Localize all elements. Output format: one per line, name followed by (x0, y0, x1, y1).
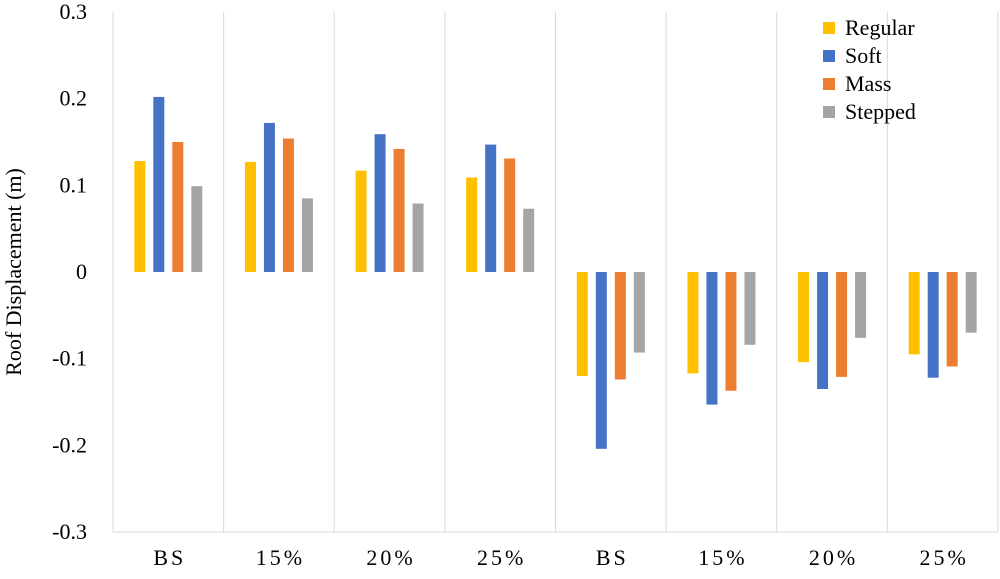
legend-label-soft: Soft (845, 43, 882, 68)
bar-stepped (301, 198, 313, 272)
x-tick-label: 20% (809, 545, 858, 570)
bar-mass (725, 272, 737, 391)
bar-regular (908, 272, 920, 355)
bar-soft (485, 144, 497, 272)
y-tick-labels: 0.3 0.2 0.1 0 -0.1 -0.2 -0.3 (52, 0, 87, 544)
y-tick-label: 0.2 (60, 86, 88, 111)
x-tick-label: 15% (256, 545, 305, 570)
x-tick-label: 25% (477, 545, 526, 570)
bar-regular (134, 161, 146, 272)
y-axis-title: Roof Displacement (m) (1, 168, 26, 376)
bar-soft (595, 272, 607, 449)
bar-stepped (965, 272, 977, 333)
bar-soft (374, 134, 386, 272)
x-tick-labels: BS 15% 20% 25% BS 15% 20% 25% (153, 545, 969, 570)
bar-mass (946, 272, 958, 367)
bar-mass (836, 272, 848, 377)
legend-swatch-regular (823, 22, 835, 34)
y-tick-label: -0.2 (52, 432, 87, 457)
bar-stepped (855, 272, 867, 338)
bar-stepped (412, 203, 424, 272)
bar-mass (393, 148, 405, 272)
bar-stepped (191, 186, 203, 272)
x-tick-label: 25% (920, 545, 969, 570)
x-tick-label: 15% (698, 545, 747, 570)
bar-regular (798, 272, 810, 363)
bar-mass (282, 138, 294, 272)
legend-swatch-mass (823, 78, 835, 90)
x-tick-label: 20% (366, 545, 415, 570)
legend: Regular Soft Mass Stepped (823, 15, 916, 124)
y-tick-label: 0.1 (60, 172, 88, 197)
x-tick-label: BS (153, 545, 186, 570)
bar-soft (153, 96, 165, 272)
y-tick-label: -0.1 (52, 346, 87, 371)
legend-label-mass: Mass (845, 71, 891, 96)
bar-stepped (633, 272, 645, 353)
legend-label-stepped: Stepped (845, 99, 916, 124)
bar-mass (172, 142, 184, 272)
bar-mass (614, 272, 626, 380)
bar-regular (466, 177, 478, 272)
legend-label-regular: Regular (845, 15, 915, 40)
bar-soft (263, 122, 275, 272)
x-tick-label: BS (596, 545, 629, 570)
bar-regular (355, 170, 367, 272)
bar-stepped (744, 272, 756, 345)
bar-regular (244, 161, 256, 272)
bar-regular (576, 272, 588, 376)
legend-swatch-stepped (823, 106, 835, 118)
y-tick-label: -0.3 (52, 519, 87, 544)
bar-soft (927, 272, 939, 378)
y-tick-label: 0.3 (60, 0, 88, 24)
grid-layer (112, 12, 999, 533)
bar-soft (706, 272, 718, 405)
legend-swatch-soft (823, 50, 835, 62)
bars-layer (134, 96, 977, 449)
bar-stepped (523, 208, 535, 272)
bar-soft (817, 272, 829, 389)
y-tick-label: 0 (76, 259, 87, 284)
bar-regular (687, 272, 699, 374)
bar-mass (504, 158, 516, 272)
